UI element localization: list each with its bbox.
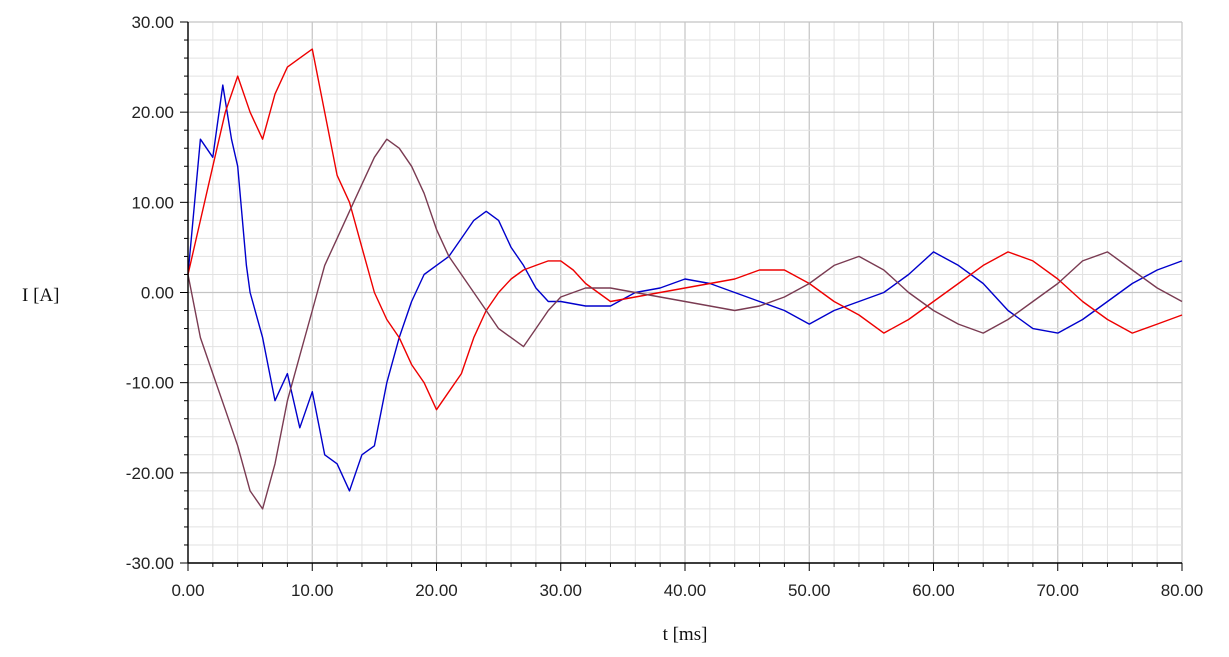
x-tick-label: 0.00: [171, 581, 204, 600]
y-tick-label: -30.00: [126, 554, 174, 573]
y-tick-label: 0.00: [141, 284, 174, 303]
series-line-2: [187, 48, 1183, 411]
x-axis-title: t [ms]: [663, 624, 708, 645]
x-tick-label: 10.00: [291, 581, 334, 600]
series-line-3: [187, 138, 1183, 510]
axes: [180, 21, 1183, 571]
series-layer: [187, 48, 1183, 510]
y-tick-labels: -30.00 -20.00 -10.00 0.00 10.00 20.00 30.00: [126, 13, 174, 573]
y-tick-label: -10.00: [126, 374, 174, 393]
y-tick-label: 30.00: [131, 13, 174, 32]
y-axis-title: I [A]: [22, 285, 59, 306]
series-line-1: [187, 84, 1183, 492]
x-tick-label: 40.00: [664, 581, 707, 600]
x-tick-label: 50.00: [788, 581, 831, 600]
y-tick-label: 10.00: [131, 193, 174, 212]
x-tick-labels: 0.00 10.00 20.00 30.00 40.00 50.00 60.00 70.00 8…: [171, 581, 1203, 600]
x-tick-label: 30.00: [539, 581, 582, 600]
x-tick-label: 70.00: [1036, 581, 1079, 600]
x-tick-label: 60.00: [912, 581, 955, 600]
y-tick-label: -20.00: [126, 464, 174, 483]
x-tick-label: 80.00: [1161, 581, 1204, 600]
y-tick-label: 20.00: [131, 103, 174, 122]
grid: [187, 21, 1183, 564]
x-tick-label: 20.00: [415, 581, 458, 600]
